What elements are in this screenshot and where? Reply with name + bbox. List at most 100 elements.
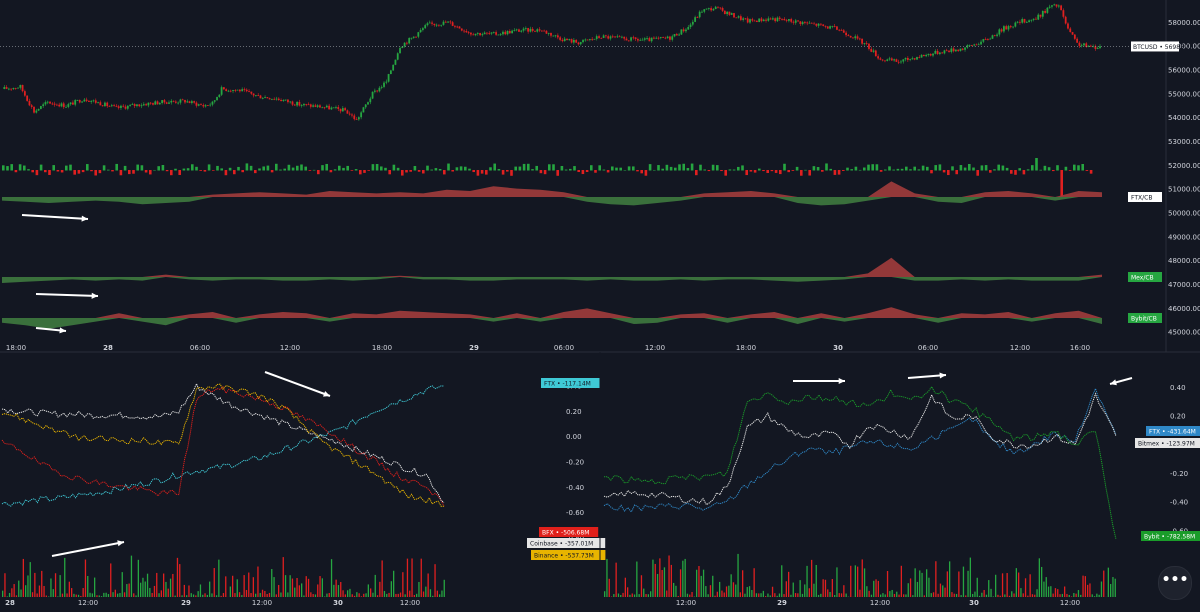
candle-body bbox=[177, 103, 179, 104]
candle-body bbox=[934, 51, 936, 54]
candle-body bbox=[24, 91, 26, 95]
delta-bar bbox=[993, 169, 996, 170]
volume-bar bbox=[1048, 587, 1049, 597]
candle-body bbox=[976, 44, 978, 45]
delta-bar bbox=[288, 165, 291, 171]
candle-body bbox=[632, 37, 634, 38]
volume-bar bbox=[887, 571, 888, 597]
candle-body bbox=[619, 36, 621, 37]
volume-bar bbox=[944, 588, 945, 597]
candle-body bbox=[333, 107, 335, 108]
volume-bar bbox=[963, 567, 964, 597]
candle-body bbox=[244, 89, 246, 90]
delta-bar bbox=[275, 164, 278, 171]
candle-body bbox=[827, 26, 829, 28]
line-y-tick-label: 0.20 bbox=[566, 408, 582, 416]
volume-bar bbox=[1085, 576, 1086, 597]
candle-body bbox=[424, 25, 426, 28]
volume-bar bbox=[641, 575, 642, 597]
candle-body bbox=[989, 39, 991, 40]
volume-bar bbox=[866, 586, 867, 597]
volume-bar bbox=[411, 558, 412, 597]
line-y-tick-label: 0.40 bbox=[1170, 384, 1186, 392]
candle-body bbox=[534, 31, 536, 32]
volume-bar bbox=[310, 592, 311, 597]
candle-body bbox=[237, 90, 239, 91]
volume-bar bbox=[278, 585, 279, 597]
volume-bar bbox=[990, 589, 991, 597]
more-options-button[interactable]: ••• bbox=[1158, 566, 1192, 600]
candle-body bbox=[276, 99, 278, 100]
volume-bar bbox=[809, 588, 810, 597]
delta-bar bbox=[1048, 167, 1051, 170]
candle-body bbox=[589, 39, 591, 40]
candle-body bbox=[568, 39, 570, 40]
volume-bar bbox=[678, 596, 679, 597]
candle-body bbox=[815, 24, 817, 26]
volume-bar bbox=[57, 596, 58, 597]
volume-bar bbox=[949, 561, 950, 597]
candle-body bbox=[591, 39, 593, 40]
candle-body bbox=[907, 58, 909, 60]
volume-bar bbox=[850, 566, 851, 597]
candle-body bbox=[248, 91, 250, 92]
candle-body bbox=[10, 89, 12, 90]
candle-body bbox=[985, 39, 987, 40]
delta-bar bbox=[2, 165, 5, 170]
candle-body bbox=[125, 107, 127, 109]
volume-bar bbox=[928, 578, 929, 597]
volume-bar bbox=[69, 582, 70, 597]
candle-body bbox=[555, 35, 557, 36]
delta-bar bbox=[540, 170, 543, 173]
delta-bar bbox=[661, 169, 664, 171]
candle-body bbox=[957, 50, 959, 51]
delta-bar bbox=[636, 170, 639, 171]
delta-bar bbox=[23, 166, 26, 171]
candle-body bbox=[106, 103, 108, 106]
volume-bar bbox=[997, 595, 998, 597]
candle-body bbox=[164, 100, 166, 102]
candle-body bbox=[328, 106, 330, 110]
candle-body bbox=[196, 103, 198, 106]
candle-body bbox=[655, 38, 657, 39]
delta-bar bbox=[363, 170, 366, 173]
delta-bar bbox=[1060, 170, 1063, 197]
candle-body bbox=[541, 31, 543, 32]
line-y-tick-label: -0.60 bbox=[566, 509, 584, 517]
delta-bar bbox=[670, 167, 673, 171]
volume-bar bbox=[1007, 573, 1008, 597]
candle-body bbox=[820, 24, 822, 25]
delta-bar bbox=[825, 163, 828, 170]
volume-bar bbox=[16, 595, 17, 597]
delta-bar bbox=[174, 169, 177, 171]
volume-bar bbox=[841, 593, 842, 597]
candle-body bbox=[557, 35, 559, 37]
volume-bar bbox=[225, 576, 226, 597]
candle-body bbox=[454, 26, 456, 27]
candle-body bbox=[891, 58, 893, 60]
top-x-tick-label: 18:00 bbox=[6, 344, 26, 352]
delta-bar bbox=[615, 168, 618, 171]
volume-bar bbox=[230, 587, 231, 597]
top-y-tick-label: 55000.00 bbox=[1168, 90, 1200, 98]
delta-bar bbox=[926, 167, 929, 171]
volume-bar bbox=[301, 583, 302, 597]
top-y-tick-label: 48000.00 bbox=[1168, 257, 1200, 265]
volume-bar bbox=[705, 586, 706, 597]
candle-body bbox=[594, 39, 596, 40]
volume-bar bbox=[1092, 594, 1093, 597]
candle-body bbox=[660, 37, 662, 38]
delta-bar bbox=[338, 166, 341, 171]
candle-body bbox=[257, 95, 259, 96]
delta-bar bbox=[44, 170, 47, 172]
candle-body bbox=[1042, 11, 1044, 17]
delta-bar bbox=[611, 166, 614, 170]
volume-bar bbox=[214, 568, 215, 597]
candle-body bbox=[603, 35, 605, 38]
volume-bar bbox=[161, 590, 162, 597]
candle-body bbox=[875, 51, 877, 57]
delta-bar bbox=[418, 170, 421, 172]
candle-body bbox=[697, 17, 699, 18]
candle-body bbox=[1076, 39, 1078, 43]
candle-body bbox=[834, 26, 836, 27]
